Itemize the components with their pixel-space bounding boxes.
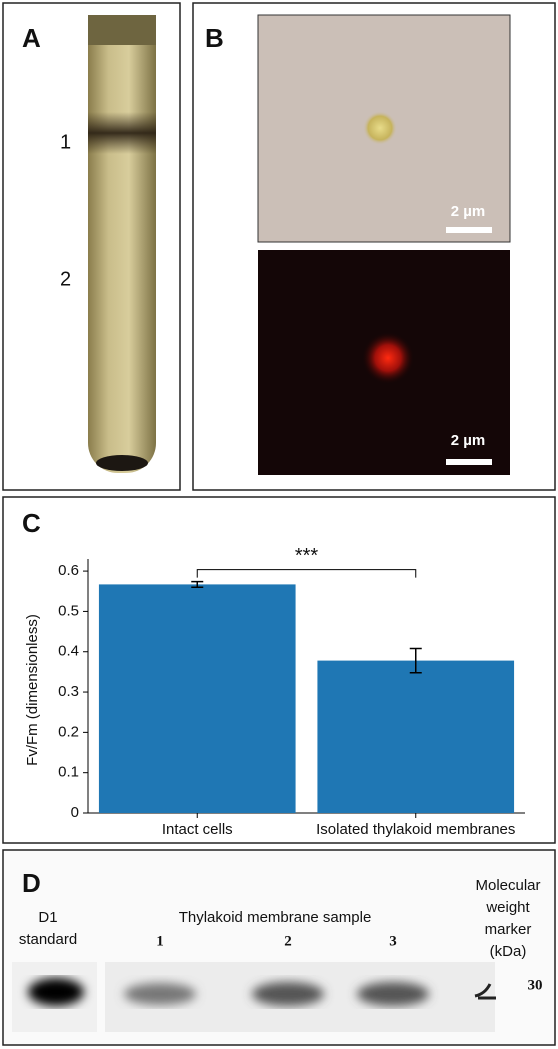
sample-title: Thylakoid membrane sample [179, 909, 372, 926]
panel-c-frame [2, 496, 556, 844]
marker-label: marker [485, 921, 532, 938]
significance-label: *** [295, 545, 319, 567]
particle [363, 111, 397, 145]
fluorescent-spot [362, 332, 414, 384]
marker-label: (kDa) [490, 943, 527, 960]
bar [317, 660, 515, 813]
lane-label: 2 [284, 933, 292, 949]
y-tick-label: 0.6 [58, 562, 79, 579]
bar [98, 584, 296, 813]
error-bar [409, 647, 422, 674]
y-axis-label: Fv/Fm (dimensionless) [24, 614, 41, 766]
marker-band [474, 983, 496, 1000]
x-tick-label: Isolated thylakoid membranes [316, 821, 515, 838]
marker-label: Molecular [475, 877, 540, 894]
marker-size: 30 [528, 977, 543, 993]
scale-bar [446, 227, 492, 233]
panel-letter: A [22, 23, 41, 53]
error-bar [191, 580, 204, 588]
lane-label: 3 [389, 933, 397, 949]
y-tick-label: 0.3 [58, 683, 79, 700]
lane-label: 1 [156, 933, 164, 949]
significance-bracket [196, 569, 417, 578]
y-tick-label: 0.1 [58, 764, 79, 781]
standard-label: standard [19, 931, 77, 948]
band-1 [88, 112, 156, 154]
bar-chart: 0 0.1 0.2 0.3 0.4 0.5 0.6 Intact cells Isolated … [58, 545, 525, 838]
pellet [96, 455, 148, 471]
panel-letter: B [205, 23, 224, 53]
scale-label: 2 µm [451, 203, 486, 220]
marker-label: weight [485, 899, 530, 916]
scale-label: 2 µm [451, 432, 486, 449]
blot-bands [28, 978, 429, 1006]
panel-a-frame [2, 2, 181, 491]
band-label: 1 [60, 131, 71, 153]
panel-b-frame [192, 2, 556, 491]
y-tick-label: 0.4 [58, 643, 79, 660]
x-tick-label: Intact cells [162, 821, 233, 838]
band-label: 2 [60, 268, 71, 290]
tube [88, 15, 156, 473]
tube-top [88, 15, 156, 45]
standard-label: D1 [38, 909, 57, 926]
y-tick-label: 0 [71, 804, 79, 821]
scale-bar [446, 459, 492, 465]
y-tick-label: 0.2 [58, 723, 79, 740]
panel-letter: C [22, 508, 41, 538]
y-tick-label: 0.5 [58, 602, 79, 619]
panel-letter: D [22, 868, 41, 898]
